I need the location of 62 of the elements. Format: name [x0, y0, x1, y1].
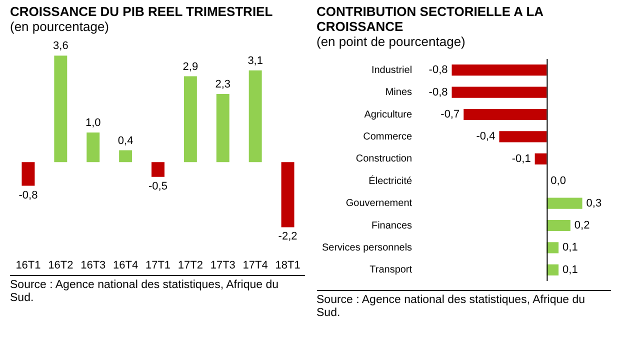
bar — [463, 108, 546, 120]
data-label: 2,3 — [215, 78, 231, 91]
source-note: Source : Agence national des statistiques, Afrique du Sud. — [316, 290, 611, 320]
x-tick-label: 17T1 — [145, 259, 171, 272]
y-tick-label: Industriel — [370, 64, 412, 76]
y-tick-label: Gouvernement — [345, 198, 412, 210]
bar — [546, 264, 558, 276]
bar — [86, 132, 100, 162]
bar — [152, 162, 164, 177]
x-tick-label: 16T1 — [16, 259, 41, 272]
y-tick-label: Finances — [370, 220, 412, 232]
bar — [54, 56, 68, 162]
bar — [184, 76, 197, 162]
x-tick-label: 17T4 — [242, 259, 268, 272]
x-tick-label: 18T1 — [275, 259, 300, 272]
source-note: Source : Agence national des statistiques, Afrique du Sud. — [10, 275, 304, 305]
bar — [498, 131, 546, 142]
data-label: 0,0 — [550, 175, 566, 188]
data-label: -0,7 — [440, 108, 460, 121]
x-tick-label: 16T2 — [48, 259, 74, 272]
x-tick-label: 17T3 — [210, 259, 236, 272]
data-label: 0,3 — [586, 197, 602, 210]
data-label: -0,8 — [428, 86, 448, 98]
bar — [451, 64, 546, 76]
chart-subtitle: (en point de pourcentage) — [316, 34, 466, 50]
chart-subtitle: (en pourcentage) — [10, 19, 110, 35]
y-tick-label: Commerce — [362, 131, 412, 142]
bar — [534, 153, 546, 164]
data-label: -2,2 — [278, 230, 298, 243]
bar — [281, 162, 294, 228]
data-label: 3,1 — [248, 54, 263, 67]
bar — [216, 94, 230, 162]
chart-title: CROISSANCE DU PIB REEL TRIMESTRIEL — [10, 4, 274, 19]
bar — [451, 86, 546, 98]
bar — [22, 162, 35, 186]
data-label: -0,5 — [148, 180, 168, 192]
x-tick-label: 16T4 — [113, 259, 138, 272]
x-tick-label: 17T2 — [178, 259, 203, 272]
y-tick-label: Transport — [369, 264, 412, 276]
y-tick-label: Services personnels — [321, 242, 412, 254]
bar — [546, 198, 582, 209]
data-label: -0,8 — [428, 64, 448, 76]
bar — [546, 220, 570, 232]
data-label: 0,4 — [118, 134, 134, 147]
y-tick-label: Électricité — [368, 174, 412, 187]
data-label: 2,9 — [182, 60, 198, 73]
bar — [248, 70, 262, 162]
data-label: 0,1 — [562, 264, 578, 276]
y-tick-label: Construction — [355, 154, 412, 165]
x-tick-label: 16T3 — [80, 259, 106, 272]
data-label: -0,1 — [511, 152, 530, 165]
data-label: 3,6 — [53, 40, 68, 52]
chart-title: CONTRIBUTION SECTORIELLE A LA CROISSANCE — [316, 4, 544, 34]
data-label: 1,0 — [85, 117, 101, 130]
bar — [119, 150, 132, 162]
data-label: 0,2 — [574, 220, 590, 232]
y-tick-label: Agriculture — [364, 109, 412, 120]
data-label: -0,8 — [18, 189, 38, 202]
data-label: 0,1 — [562, 242, 578, 254]
y-tick-label: Mines — [384, 87, 412, 98]
data-label: -0,4 — [476, 130, 495, 143]
bar — [546, 242, 558, 254]
